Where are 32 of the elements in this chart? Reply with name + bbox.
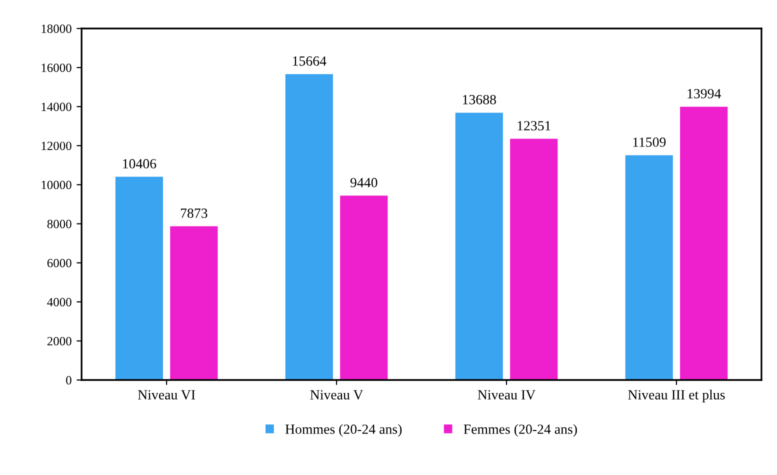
x-tick-label: Niveau V	[310, 390, 364, 400]
y-tick-label: 12000	[42, 142, 72, 150]
legend-label: Femmes (20-24 ans)	[464, 424, 577, 437]
bar	[285, 74, 333, 380]
bar	[625, 155, 673, 380]
y-tick-label: 18000	[42, 24, 72, 33]
x-tick-label: Niveau IV	[478, 390, 536, 400]
x-tick-label: Niveau III et plus	[628, 390, 725, 402]
data-label: 13994	[688, 89, 721, 98]
bar	[680, 106, 728, 380]
bar	[115, 176, 163, 380]
y-tick-label: 6000	[47, 258, 72, 268]
y-tick-label: 8000	[47, 220, 72, 228]
data-label: 11509	[633, 138, 666, 147]
bar	[455, 112, 503, 380]
y-tick-label: 16000	[42, 64, 72, 72]
x-tick-label: Niveau VI	[138, 390, 196, 400]
legend-label: Hommes (20-24 ans)	[285, 424, 402, 437]
data-label: 7873	[180, 208, 208, 218]
y-tick-label: 0	[66, 376, 72, 384]
data-label: 15664	[293, 56, 326, 66]
bar	[340, 196, 388, 380]
data-label: 10406	[123, 159, 156, 168]
y-tick-label: 10000	[42, 180, 72, 190]
data-label: 12351	[518, 121, 550, 130]
bar	[510, 138, 558, 380]
y-tick-label: 2000	[47, 336, 72, 346]
data-label: 13688	[463, 94, 496, 104]
y-tick-label: 4000	[47, 298, 72, 306]
bar	[170, 226, 218, 380]
y-tick-label: 14000	[42, 102, 72, 112]
data-label: 9440	[350, 178, 378, 188]
